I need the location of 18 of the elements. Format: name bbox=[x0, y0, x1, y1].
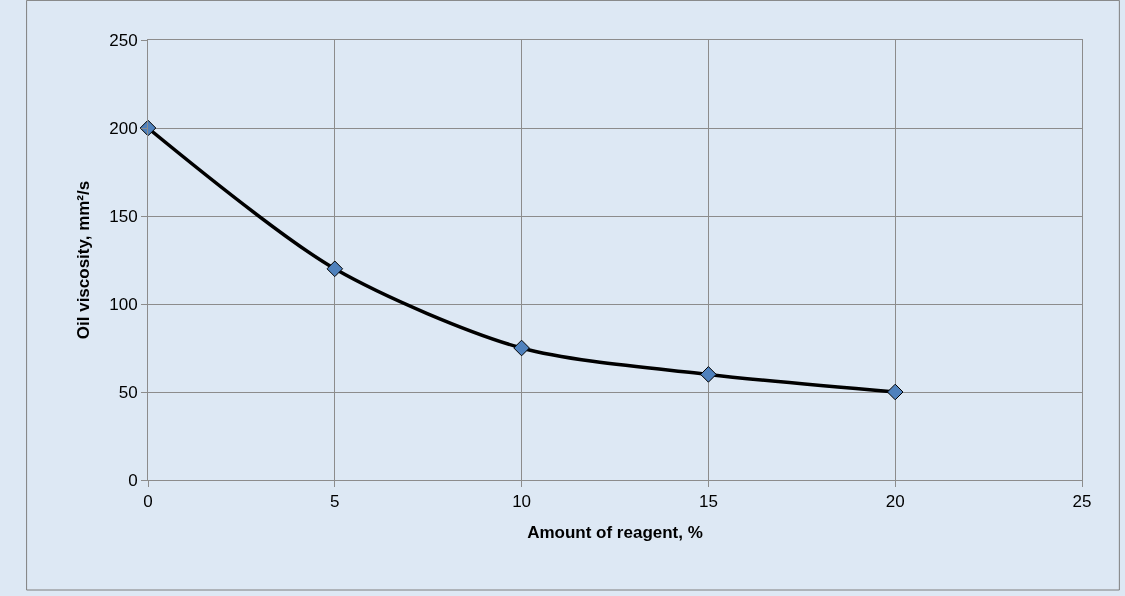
y-tick-label: 150 bbox=[109, 206, 138, 226]
point bbox=[886, 383, 904, 401]
y-axis-title: Oil viscosity, mm²/s bbox=[73, 180, 93, 340]
y-tick-label: 250 bbox=[109, 30, 138, 50]
y-tick-label: 0 bbox=[128, 470, 138, 490]
x-tick-label: 20 bbox=[885, 492, 905, 512]
y-tick-label: 50 bbox=[118, 382, 138, 402]
y-tick-label: 200 bbox=[109, 118, 138, 138]
x-tick-label: 5 bbox=[330, 492, 340, 512]
point bbox=[326, 260, 344, 278]
x-tick-label: 15 bbox=[698, 492, 718, 512]
point bbox=[513, 339, 530, 357]
x-axis-title: Amount of reagent, % bbox=[527, 522, 703, 542]
x-tick-label: 10 bbox=[512, 492, 532, 512]
x-tick-label: 25 bbox=[1072, 492, 1092, 512]
point bbox=[700, 366, 717, 383]
y-tick-label: 100 bbox=[109, 294, 138, 314]
x-tick-label: 0 bbox=[143, 492, 153, 512]
